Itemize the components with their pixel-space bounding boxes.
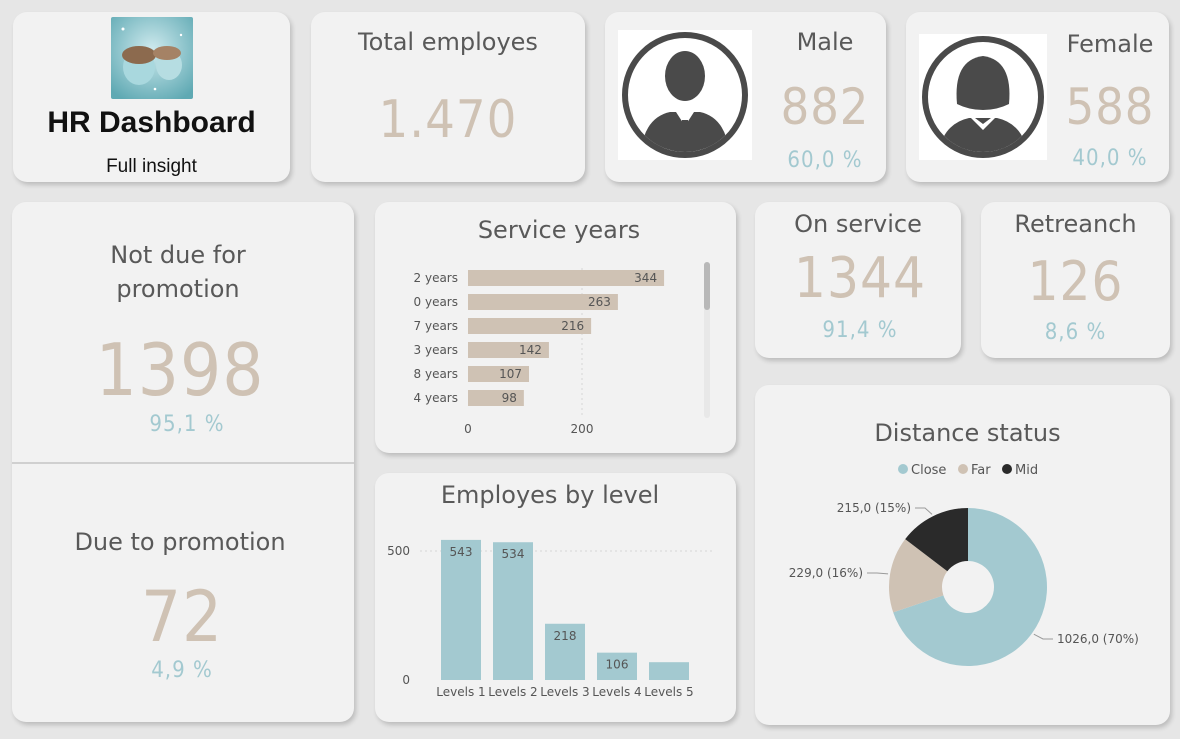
legend-label: Far — [971, 463, 991, 478]
level-tick-label: 500 — [387, 544, 410, 558]
on-service-value: 1344 — [793, 246, 927, 311]
logo-image — [111, 17, 193, 99]
service-years-title: Service years — [477, 216, 641, 244]
legend-label: Mid — [1015, 463, 1038, 478]
divider — [12, 462, 354, 464]
distance-data-label: 1026,0 (70%) — [1057, 632, 1139, 646]
header-card: HR Dashboard Full insight — [13, 12, 290, 182]
service-years-scrollbar[interactable] — [704, 262, 710, 418]
level-tick-label: 0 — [402, 673, 410, 687]
legend-marker — [1002, 464, 1012, 474]
total-employees-label: Total employes — [358, 28, 538, 56]
due-value: 72 — [140, 576, 224, 658]
level-category-label: Levels 5 — [644, 685, 693, 699]
service-years-data-label: 142 — [519, 343, 542, 357]
female-avatar-icon — [919, 34, 1047, 160]
service-years-card: Service years 2 years 344 0 years 263 7 year… — [375, 202, 736, 453]
total-employees-value: 1.470 — [378, 90, 518, 150]
level-card: Employes by level 500 0 543 Levels 1 534 Leve… — [375, 473, 736, 722]
service-years-category-label: 3 years — [414, 343, 458, 357]
distance-title: Distance status — [874, 419, 1061, 447]
not-due-label: Not due for promotion — [12, 238, 344, 306]
page-title: HR Dashboard — [47, 106, 256, 139]
legend-marker — [898, 464, 908, 474]
level-data-label: 218 — [554, 629, 577, 643]
service-years-category-label: 4 years — [414, 391, 458, 405]
distance-slice — [905, 508, 968, 572]
service-years-category-label: 0 years — [414, 295, 458, 309]
distance-leader-line — [1033, 633, 1053, 640]
service-years-scroll-thumb[interactable] — [704, 262, 710, 310]
service-years-category-label: 8 years — [414, 367, 458, 381]
service-years-data-label: 107 — [499, 367, 522, 381]
distance-slice — [889, 539, 948, 613]
service-years-chart: 2 years 344 0 years 263 7 years 216 3 years 142… — [414, 268, 665, 436]
service-years-data-label: 98 — [502, 391, 517, 405]
male-value: 882 — [780, 78, 870, 136]
level-data-label: 106 — [606, 658, 629, 672]
due-percent: 4,9 % — [151, 658, 213, 683]
retreanch-percent: 8,6 % — [1044, 320, 1107, 345]
legend-label: Close — [911, 463, 946, 478]
not-due-label-line1: Not due for — [110, 241, 246, 269]
distance-chart: Close Far Mid 1026,0 (70%) 229,0 (16%) 215,0 … — [789, 463, 1139, 666]
level-bar — [493, 542, 533, 680]
service-years-bar — [468, 342, 549, 358]
service-years-bar — [468, 270, 665, 286]
service-years-data-label: 344 — [634, 271, 657, 285]
level-bar — [545, 623, 585, 680]
level-category-label: Levels 3 — [540, 685, 589, 699]
not-due-value: 1398 — [95, 328, 265, 412]
level-bar — [597, 652, 637, 680]
on-service-card: On service 1344 91,4 % — [755, 202, 961, 358]
male-card: Male 882 60,0 % — [605, 12, 886, 182]
male-label: Male — [796, 28, 854, 56]
service-years-bar — [468, 318, 592, 334]
service-years-data-label: 216 — [561, 319, 584, 333]
service-years-data-label: 263 — [588, 295, 611, 309]
distance-slice — [893, 508, 1047, 666]
on-service-label: On service — [794, 210, 922, 238]
level-bar — [441, 539, 481, 680]
promotion-card: Not due for promotion 1398 95,1 % Due to… — [12, 202, 354, 722]
level-data-label: 543 — [450, 545, 473, 559]
service-years-category-label: 2 years — [414, 271, 458, 285]
legend-marker — [958, 464, 968, 474]
male-percent: 60,0 % — [787, 148, 863, 173]
retreanch-card: Retreanch 126 8,6 % — [981, 202, 1170, 358]
due-label: Due to promotion — [74, 528, 286, 556]
female-percent: 40,0 % — [1072, 146, 1148, 171]
retreanch-value: 126 — [1027, 250, 1124, 313]
distance-data-label: 229,0 (16%) — [789, 566, 863, 580]
service-years-category-label: 7 years — [414, 319, 458, 333]
service-years-tick-label: 200 — [571, 422, 594, 436]
distance-data-label: 215,0 (15%) — [837, 501, 911, 515]
female-value: 588 — [1065, 78, 1155, 136]
service-years-bar — [468, 390, 524, 406]
level-title: Employes by level — [440, 481, 660, 509]
total-employees-card: Total employes 1.470 — [311, 12, 585, 182]
female-label: Female — [1066, 30, 1154, 58]
level-data-label: 534 — [502, 547, 525, 561]
female-card: Female 588 40,0 % — [906, 12, 1169, 182]
retreanch-label: Retreanch — [1014, 210, 1137, 238]
service-years-bar — [468, 294, 618, 310]
level-category-label: Levels 4 — [592, 685, 641, 699]
male-avatar-icon — [618, 30, 752, 160]
level-category-label: Levels 2 — [488, 685, 537, 699]
distance-leader-line — [867, 572, 889, 575]
level-chart: 500 0 543 Levels 1 534 Levels 2 218 Levels 3 106… — [387, 539, 715, 699]
on-service-percent: 91,4 % — [822, 318, 898, 343]
service-years-bar — [468, 366, 529, 382]
level-bar — [649, 662, 689, 680]
distance-card: Distance status Close Far Mid 1026,0 (70%) 2… — [755, 385, 1170, 725]
page-subtitle: Full insight — [106, 156, 197, 177]
service-years-tick-label: 0 — [464, 422, 472, 436]
not-due-label-line2: promotion — [116, 275, 240, 303]
distance-leader-line — [915, 507, 933, 515]
level-category-label: Levels 1 — [436, 685, 485, 699]
not-due-percent: 95,1 % — [149, 412, 225, 437]
